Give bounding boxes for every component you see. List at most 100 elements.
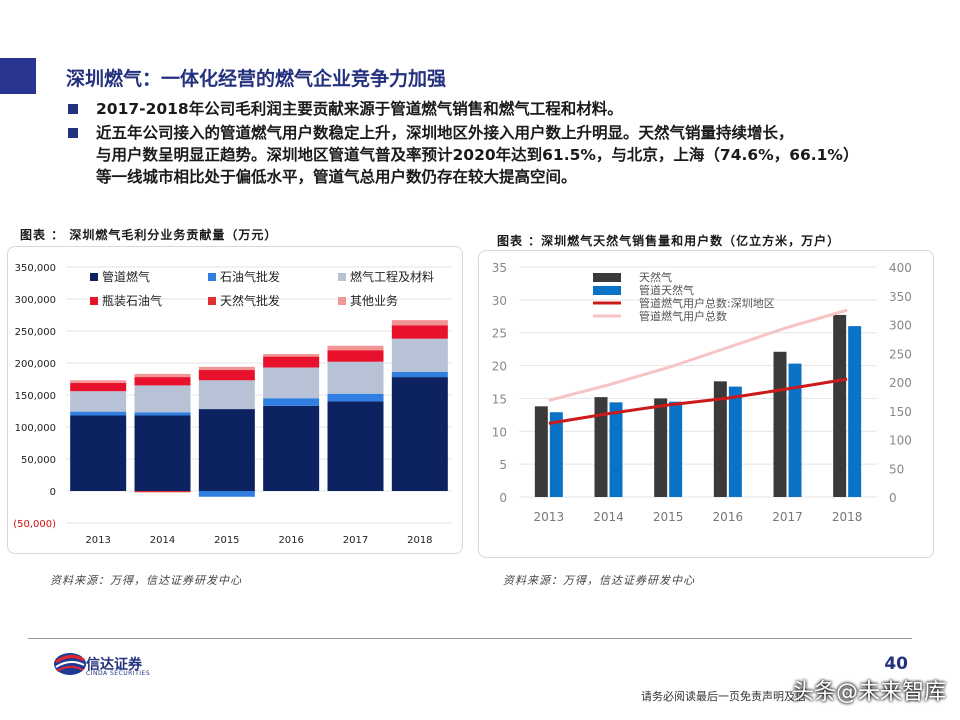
right-y-tick-label: 200 bbox=[889, 376, 912, 390]
bar-segment bbox=[70, 391, 127, 412]
bullet-text: 等一线城市相比处于偏低水平，管道气总用户数仍存在较大提高空间。 bbox=[96, 168, 577, 186]
x-tick-label: 2017 bbox=[772, 510, 803, 524]
legend-label: 天然气 bbox=[639, 270, 672, 284]
legend-label: 石油气批发 bbox=[220, 269, 280, 284]
bar-segment bbox=[391, 320, 448, 326]
left-y-tick-label: 5 bbox=[499, 458, 507, 472]
bullet-text: 与用户数呈明显正趋势。深圳地区管道气普及率预计2020年达到61.5%，与北京，… bbox=[96, 146, 859, 164]
right-y-tick-label: 50 bbox=[889, 462, 904, 476]
bar-segment bbox=[263, 398, 320, 406]
gas-sales-users-chart: 0510152025303505010015020025030035040020… bbox=[492, 261, 912, 524]
left-figure-title: 图表 ： 深圳燃气毛利分业务贡献量（万元） bbox=[20, 228, 278, 242]
bar bbox=[594, 397, 608, 497]
right-y-tick-label: 150 bbox=[889, 405, 912, 419]
left-y-tick-label: 10 bbox=[492, 425, 507, 439]
left-y-tick-label: 0 bbox=[499, 491, 507, 505]
right-y-tick-label: 400 bbox=[889, 261, 912, 275]
right-y-tick-label: 350 bbox=[889, 290, 912, 304]
legend-label: 瓶装石油气 bbox=[102, 293, 162, 308]
cinda-logo-icon bbox=[54, 653, 86, 675]
bar-segment bbox=[134, 491, 191, 493]
legend-swatch bbox=[90, 297, 98, 305]
legend-label: 管道天然气 bbox=[639, 283, 694, 297]
x-tick-label: 2017 bbox=[343, 535, 368, 546]
bar-segment bbox=[391, 371, 448, 378]
series-line bbox=[548, 377, 848, 425]
summary-bullets: 2017-2018年公司毛利润主要贡献来源于管道燃气销售和燃气工程和材料。 近五… bbox=[66, 98, 946, 190]
legend-swatch bbox=[593, 273, 621, 282]
y-tick-label: 100,000 bbox=[15, 423, 56, 434]
bullet-item: 2017-2018年公司毛利润主要贡献来源于管道燃气销售和燃气工程和材料。 bbox=[66, 98, 946, 120]
bullet-item: 近五年公司接入的管道燃气用户数稳定上升，深圳地区外接入用户数上升明显。天然气销量… bbox=[66, 122, 946, 188]
y-tick-label: 200,000 bbox=[15, 359, 56, 370]
left-chart-panel: (50,000) 0 50,000 100,000 150,000 200,000 250,… bbox=[7, 246, 463, 554]
right-y-tick-label: 250 bbox=[889, 347, 912, 361]
right-chart-panel: 0 5 10 15 20 25 30 35 0 50 100 150 200 250 300 350 400 20… bbox=[478, 250, 934, 558]
y-tick-label: (50,000) bbox=[13, 519, 56, 530]
bar-segment bbox=[327, 345, 384, 351]
company-name: 信达证券 bbox=[86, 657, 142, 673]
y-tick-label: 0 bbox=[50, 487, 56, 498]
left-y-tick-label: 35 bbox=[492, 261, 507, 275]
x-tick-label: 2016 bbox=[713, 510, 744, 524]
bar-segment bbox=[134, 412, 191, 416]
bullet-square-icon bbox=[68, 104, 78, 114]
left-y-tick-label: 25 bbox=[492, 327, 507, 341]
legend-swatch bbox=[208, 273, 216, 281]
bar bbox=[773, 351, 787, 497]
bar-segment bbox=[391, 377, 448, 491]
bar bbox=[788, 363, 802, 497]
legend-swatch bbox=[90, 273, 98, 281]
bullet-square-icon bbox=[68, 128, 78, 138]
bar bbox=[833, 314, 847, 497]
legend-swatch bbox=[338, 297, 346, 305]
footer-divider bbox=[28, 638, 912, 639]
left-y-tick-label: 20 bbox=[492, 360, 507, 374]
legend-label: 其他业务 bbox=[350, 293, 398, 308]
bar-segment bbox=[70, 415, 127, 491]
bar-segment bbox=[327, 393, 384, 402]
right-source-note: 资料来源：万得，信达证券研发中心 bbox=[503, 574, 695, 587]
company-subname: CINDA SECURITIES bbox=[86, 670, 151, 677]
x-tick-label: 2018 bbox=[407, 535, 432, 546]
x-tick-label: 2015 bbox=[214, 535, 239, 546]
left-y-tick-label: 15 bbox=[492, 392, 507, 406]
legend-swatch bbox=[208, 297, 216, 305]
x-tick-label: 2016 bbox=[278, 535, 303, 546]
y-tick-label: 50,000 bbox=[21, 455, 56, 466]
y-tick-label: 300,000 bbox=[15, 295, 56, 306]
bar-segment bbox=[391, 325, 448, 339]
bar-segment bbox=[134, 415, 191, 491]
x-tick-label: 2013 bbox=[534, 510, 565, 524]
bar-segment bbox=[70, 382, 127, 392]
bar bbox=[549, 412, 563, 497]
bar-segment bbox=[198, 366, 255, 371]
bar-segment bbox=[263, 367, 320, 399]
bar bbox=[654, 398, 668, 497]
bar-segment bbox=[134, 377, 191, 386]
bar-segment bbox=[263, 356, 320, 368]
bar-segment bbox=[134, 385, 191, 413]
x-tick-label: 2015 bbox=[653, 510, 684, 524]
bar bbox=[728, 386, 742, 497]
right-y-tick-label: 0 bbox=[889, 491, 897, 505]
bar-segment bbox=[327, 401, 384, 491]
x-tick-label: 2014 bbox=[150, 535, 175, 546]
bar-segment bbox=[70, 380, 127, 383]
bullet-text: 2017-2018年公司毛利润主要贡献来源于管道燃气销售和燃气工程和材料。 bbox=[96, 100, 623, 118]
legend-label: 天然气批发 bbox=[220, 293, 280, 308]
bar bbox=[713, 381, 727, 497]
bar-segment bbox=[263, 405, 320, 491]
bar-segment bbox=[391, 338, 448, 372]
bar-segment bbox=[327, 350, 384, 362]
bullet-text: 近五年公司接入的管道燃气用户数稳定上升，深圳地区外接入用户数上升明显。天然气销量… bbox=[96, 124, 794, 142]
bar-segment bbox=[198, 491, 255, 497]
legend-label: 燃气工程及材料 bbox=[350, 269, 434, 284]
bar-segment bbox=[198, 380, 255, 410]
right-y-tick-label: 300 bbox=[889, 319, 912, 333]
bar-segment bbox=[263, 354, 320, 357]
bar-segment bbox=[70, 411, 127, 416]
x-tick-label: 2013 bbox=[85, 535, 110, 546]
bar-segment bbox=[198, 409, 255, 491]
legend-swatch bbox=[593, 286, 621, 295]
